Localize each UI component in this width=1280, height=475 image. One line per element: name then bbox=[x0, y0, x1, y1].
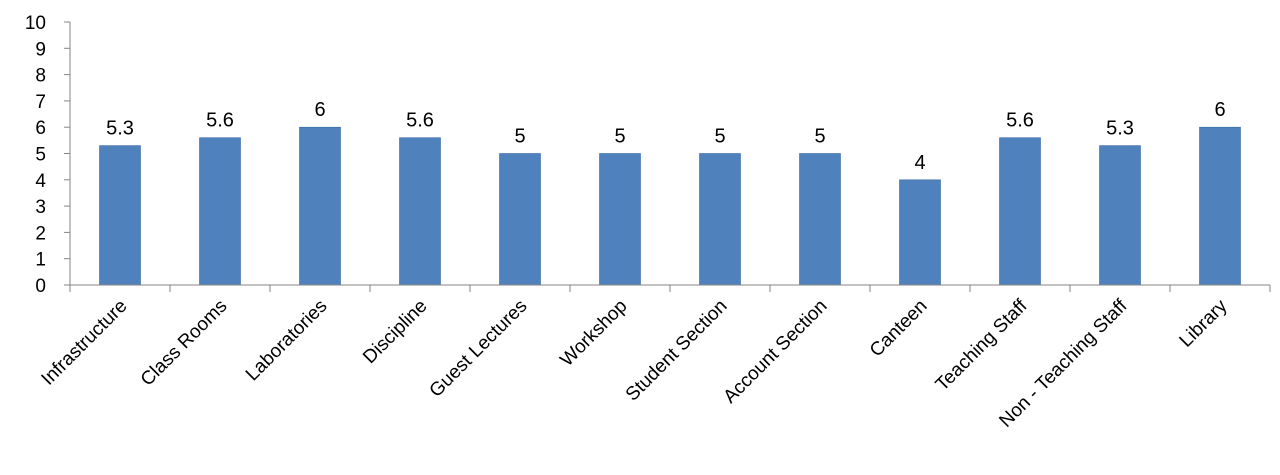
category-label: Student Section bbox=[622, 296, 732, 406]
category-label: Class Rooms bbox=[137, 296, 232, 391]
category-label: Library bbox=[1176, 295, 1232, 351]
category-label: Canteen bbox=[866, 296, 932, 362]
y-axis: 0 1 2 3 4 5 6 7 8 9 10 bbox=[25, 13, 71, 297]
bar bbox=[499, 153, 541, 286]
data-label: 5.6 bbox=[406, 110, 434, 132]
y-tick-label: 1 bbox=[35, 250, 46, 271]
y-tick-label: 6 bbox=[35, 118, 46, 139]
bar bbox=[199, 137, 241, 286]
category-label: Laboratories bbox=[242, 296, 332, 386]
category-label: Guest Lectures bbox=[426, 296, 532, 402]
data-label: 5.3 bbox=[106, 118, 134, 140]
y-tick-label: 7 bbox=[35, 92, 46, 113]
bars bbox=[99, 126, 1241, 286]
data-label: 6 bbox=[1214, 99, 1225, 121]
x-axis: Infrastructure Class Rooms Laboratories Dis… bbox=[38, 284, 1271, 432]
bar bbox=[599, 153, 641, 286]
bar bbox=[299, 126, 341, 286]
category-label: Workshop bbox=[556, 296, 631, 371]
bar bbox=[399, 137, 441, 286]
data-label: 5.3 bbox=[1106, 118, 1134, 140]
data-label: 5 bbox=[714, 126, 725, 148]
bar bbox=[1099, 145, 1141, 286]
bar bbox=[799, 153, 841, 286]
category-label: Account Section bbox=[720, 296, 832, 408]
y-tick-label: 3 bbox=[35, 197, 46, 218]
bar bbox=[699, 153, 741, 286]
y-tick-label: 10 bbox=[25, 13, 46, 34]
bar bbox=[99, 145, 141, 286]
category-label: Teaching Staff bbox=[932, 295, 1032, 395]
category-label: Infrastructure bbox=[38, 296, 132, 390]
y-tick-label: 2 bbox=[35, 223, 46, 244]
data-label: 5 bbox=[514, 126, 525, 148]
y-tick-label: 4 bbox=[35, 171, 46, 192]
y-tick-label: 0 bbox=[35, 276, 46, 297]
data-label: 5.6 bbox=[1006, 110, 1034, 132]
bar bbox=[899, 179, 941, 286]
data-label: 6 bbox=[314, 99, 325, 121]
data-label: 5 bbox=[814, 126, 825, 148]
data-label: 4 bbox=[914, 152, 925, 174]
bar bbox=[1199, 126, 1241, 286]
data-label: 5.6 bbox=[206, 110, 234, 132]
y-tick-label: 9 bbox=[35, 39, 46, 60]
y-tick-label: 5 bbox=[35, 145, 46, 166]
data-labels: 5.3 5.6 6 5.6 5 5 5 5 4 5.6 5.3 6 bbox=[106, 99, 1225, 174]
data-label: 5 bbox=[614, 126, 625, 148]
category-label: Discipline bbox=[359, 296, 431, 368]
y-tick-label: 8 bbox=[35, 66, 46, 87]
bar bbox=[999, 137, 1041, 286]
